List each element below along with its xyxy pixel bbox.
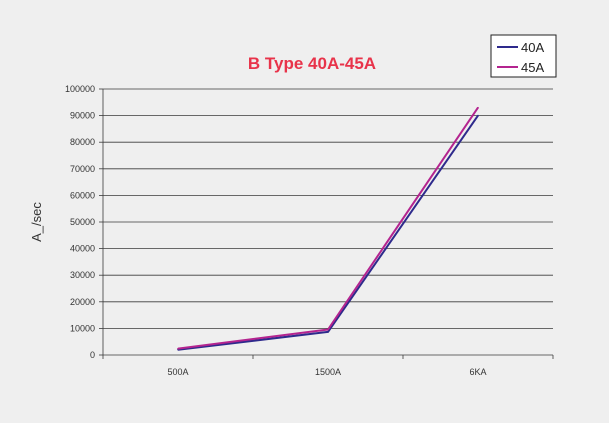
y-tick-label-5: 50000	[70, 217, 95, 227]
chart-title: B Type 40A-45A	[248, 54, 376, 73]
series-line-40A	[177, 115, 479, 351]
legend-box	[490, 34, 557, 78]
x-tick-label-0: 500A	[167, 367, 188, 377]
axes	[99, 88, 554, 359]
y-tick-label-7: 70000	[70, 164, 95, 174]
y-tick-label-3: 30000	[70, 270, 95, 280]
y-tick-label-9: 90000	[70, 111, 95, 121]
y-tick-label-6: 60000	[70, 190, 95, 200]
y-tick-label-8: 80000	[70, 137, 95, 147]
y-tick-label-10: 100000	[65, 84, 95, 94]
x-tick-label-1: 1500A	[315, 367, 341, 377]
point-40A-2	[477, 114, 479, 117]
x-tick-labels: 500A 1500A 6KA	[167, 367, 486, 377]
legend-label-40A: 40A	[521, 40, 544, 55]
y-tick-labels: 0 10000 20000 30000 40000 50000 60000 70000 8000…	[65, 84, 95, 360]
y-tick-label-0: 0	[90, 350, 95, 360]
point-45A-0	[177, 347, 179, 350]
x-tick-label-2: 6KA	[469, 367, 486, 377]
point-45A-1	[327, 328, 329, 331]
y-tick-label-4: 40000	[70, 244, 95, 254]
y-axis-label: A_/sec	[29, 202, 44, 242]
y-tick-label-2: 20000	[70, 297, 95, 307]
point-45A-2	[477, 106, 479, 109]
y-tick-label-1: 10000	[70, 323, 95, 333]
series-line-45A	[177, 107, 479, 350]
series-lines	[177, 106, 479, 351]
point-40A-1	[327, 331, 329, 333]
legend-label-45A: 45A	[521, 60, 544, 75]
gridlines	[103, 88, 553, 329]
